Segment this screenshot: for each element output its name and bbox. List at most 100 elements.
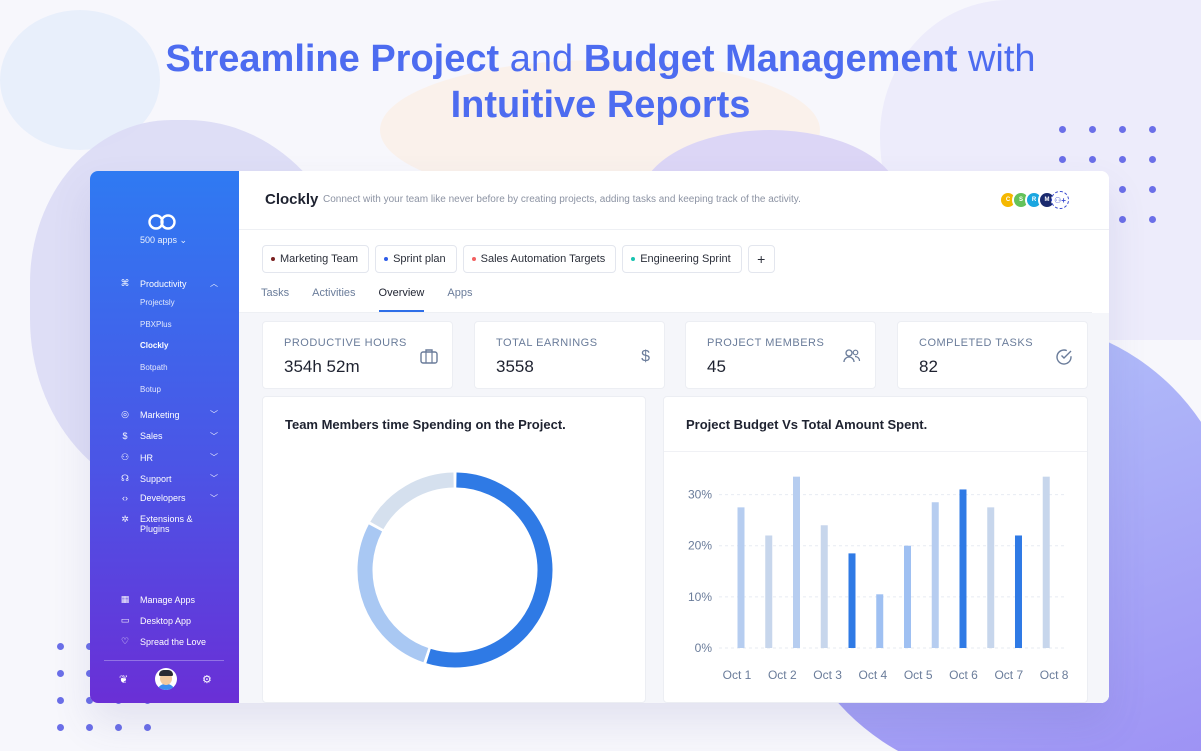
users-icon: [843, 348, 861, 369]
user-icon: ⚇: [120, 452, 130, 462]
bar-chart-panel: Project Budget Vs Total Amount Spent. 0%…: [663, 396, 1088, 703]
briefcase-icon: [420, 348, 438, 369]
stat-card-tasks: Completed Tasks 82: [897, 321, 1088, 389]
bar: [737, 507, 745, 648]
x-tick-label: Oct 8: [1040, 668, 1069, 682]
sidebar-item-spread-love[interactable]: ♡ Spread the Love: [118, 636, 206, 647]
sidebar-item-manage-apps[interactable]: ▦ Manage Apps: [118, 594, 195, 605]
puzzle-icon: ✲: [121, 514, 129, 524]
dot-icon: [471, 257, 476, 261]
headset-icon: ☊: [121, 473, 129, 483]
y-tick-label: 30%: [688, 488, 712, 502]
x-tick-label: Oct 1: [723, 668, 752, 682]
bar: [765, 535, 773, 648]
headline: Streamline Project and Budget Management…: [165, 38, 1036, 126]
chevron-down-icon: ﹀: [210, 453, 218, 462]
sidebar-item-sales[interactable]: $ Sales ﹀: [118, 431, 218, 441]
topbar: Clockly Connect with your team like neve…: [239, 171, 1109, 230]
stat-card-hours: Productive Hours 354h 52m: [262, 321, 453, 389]
bar: [876, 594, 884, 648]
sidebar-subitem-clockly[interactable]: Clockly: [140, 341, 169, 350]
donut-chart-panel: Team Members time Spending on the Projec…: [262, 396, 646, 703]
tabs-divider: [239, 312, 1092, 313]
leaf-icon[interactable]: ❦: [119, 674, 129, 686]
chip-sprint-plan[interactable]: Sprint plan: [375, 245, 457, 273]
chip-engineering-sprint[interactable]: Engineering Sprint: [622, 245, 742, 273]
x-tick-label: Oct 6: [949, 668, 978, 682]
logo-icon[interactable]: [147, 213, 177, 231]
dollar-icon: $: [122, 431, 128, 441]
bar: [820, 525, 828, 648]
sidebar-item-support[interactable]: ☊ Support ﹀: [118, 473, 218, 484]
chevron-down-icon: ﹀: [210, 474, 218, 483]
dollar-icon: $: [641, 348, 650, 365]
tabs: Tasks Activities Overview Apps: [261, 287, 495, 312]
app-tagline: Connect with your team like never before…: [323, 194, 801, 205]
apps-count-dropdown[interactable]: 500 apps ⌄: [140, 235, 188, 245]
stat-card-members: Project Members 45: [685, 321, 876, 389]
app-window: 500 apps ⌄ ⌘ Productivity ︿ Projectsly P…: [90, 171, 1109, 703]
y-tick-label: 10%: [688, 590, 712, 604]
bar: [987, 507, 995, 648]
command-icon: ⌘: [120, 278, 130, 288]
chevron-down-icon: ﹀: [210, 431, 218, 441]
bar: [959, 489, 967, 648]
sidebar-divider: [104, 660, 224, 661]
donut-chart: [357, 472, 553, 668]
donut-slice: [370, 472, 454, 530]
tab-tasks[interactable]: Tasks: [261, 287, 290, 299]
sidebar-subitem-projectsly[interactable]: Projectsly: [140, 298, 175, 307]
sidebar-item-marketing[interactable]: ◎ Marketing ﹀: [118, 409, 218, 420]
sidebar-subitem-pbxplus[interactable]: PBXPlus: [140, 320, 172, 329]
sidebar-item-productivity[interactable]: ⌘ Productivity ︿: [118, 278, 219, 289]
bar-chart: 0% 10% 20% 30% Oct 1 Oct 2 Oct 3 Oct 4 Oct 5 Oct …: [688, 476, 1069, 682]
sidebar-item-desktop-app[interactable]: ▭ Desktop App: [118, 615, 191, 626]
bar: [848, 553, 856, 648]
target-icon: ◎: [121, 409, 129, 419]
chevron-down-icon: ﹀: [210, 493, 218, 503]
bar: [903, 545, 911, 648]
sidebar-subitem-botup[interactable]: Botup: [140, 385, 161, 394]
sidebar-item-developers[interactable]: ‹› Developers ﹀: [118, 493, 218, 503]
check-circle-icon: [1055, 348, 1073, 371]
x-tick-label: Oct 2: [768, 668, 797, 682]
donut-slice: [357, 524, 429, 663]
grid-icon: ▦: [120, 594, 130, 604]
y-tick-label: 20%: [688, 539, 712, 553]
add-chip-button[interactable]: +: [747, 245, 775, 273]
sidebar: 500 apps ⌄ ⌘ Productivity ︿ Projectsly P…: [90, 171, 239, 703]
chip-sales-automation[interactable]: Sales Automation Targets: [462, 245, 617, 273]
avatar[interactable]: [155, 668, 177, 690]
bar-chart-title: Project Budget Vs Total Amount Spent.: [686, 417, 928, 432]
tab-overview[interactable]: Overview: [378, 287, 425, 312]
bar: [1042, 476, 1050, 648]
code-icon: ‹›: [122, 493, 128, 503]
heart-icon: ♡: [120, 636, 130, 646]
y-tick-label: 0%: [695, 641, 713, 655]
tab-apps[interactable]: Apps: [447, 287, 473, 299]
dot-icon: [631, 257, 636, 261]
tab-activities[interactable]: Activities: [312, 287, 356, 299]
app-title: Clockly: [265, 191, 319, 208]
bar: [792, 476, 800, 648]
main-content: Clockly Connect with your team like neve…: [239, 171, 1109, 703]
x-tick-label: Oct 4: [859, 668, 888, 682]
x-tick-label: Oct 3: [813, 668, 842, 682]
chevron-down-icon: ﹀: [210, 410, 218, 419]
x-tick-label: Oct 7: [994, 668, 1023, 682]
sidebar-item-extensions[interactable]: ✲ Extensions & Plugins: [118, 514, 192, 534]
dot-icon: [384, 257, 389, 261]
stat-card-earnings: Total Earnings 3558 $: [474, 321, 665, 389]
donut-chart-title: Team Members time Spending on the Projec…: [285, 417, 566, 432]
bar: [931, 502, 939, 648]
team-avatars: C S R M ⚇+: [999, 191, 1069, 209]
chip-marketing-team[interactable]: Marketing Team: [262, 245, 370, 273]
sidebar-item-hr[interactable]: ⚇ HR ﹀: [118, 452, 218, 463]
dot-icon: [271, 257, 275, 261]
gear-icon[interactable]: ⚙: [202, 674, 212, 686]
x-tick-label: Oct 5: [904, 668, 933, 682]
add-user-icon[interactable]: ⚇+: [1051, 191, 1069, 209]
sidebar-subitem-botpath[interactable]: Botpath: [140, 363, 168, 372]
project-chips: Marketing Team Sprint plan Sales Automat…: [262, 245, 775, 273]
monitor-icon: ▭: [120, 615, 130, 625]
